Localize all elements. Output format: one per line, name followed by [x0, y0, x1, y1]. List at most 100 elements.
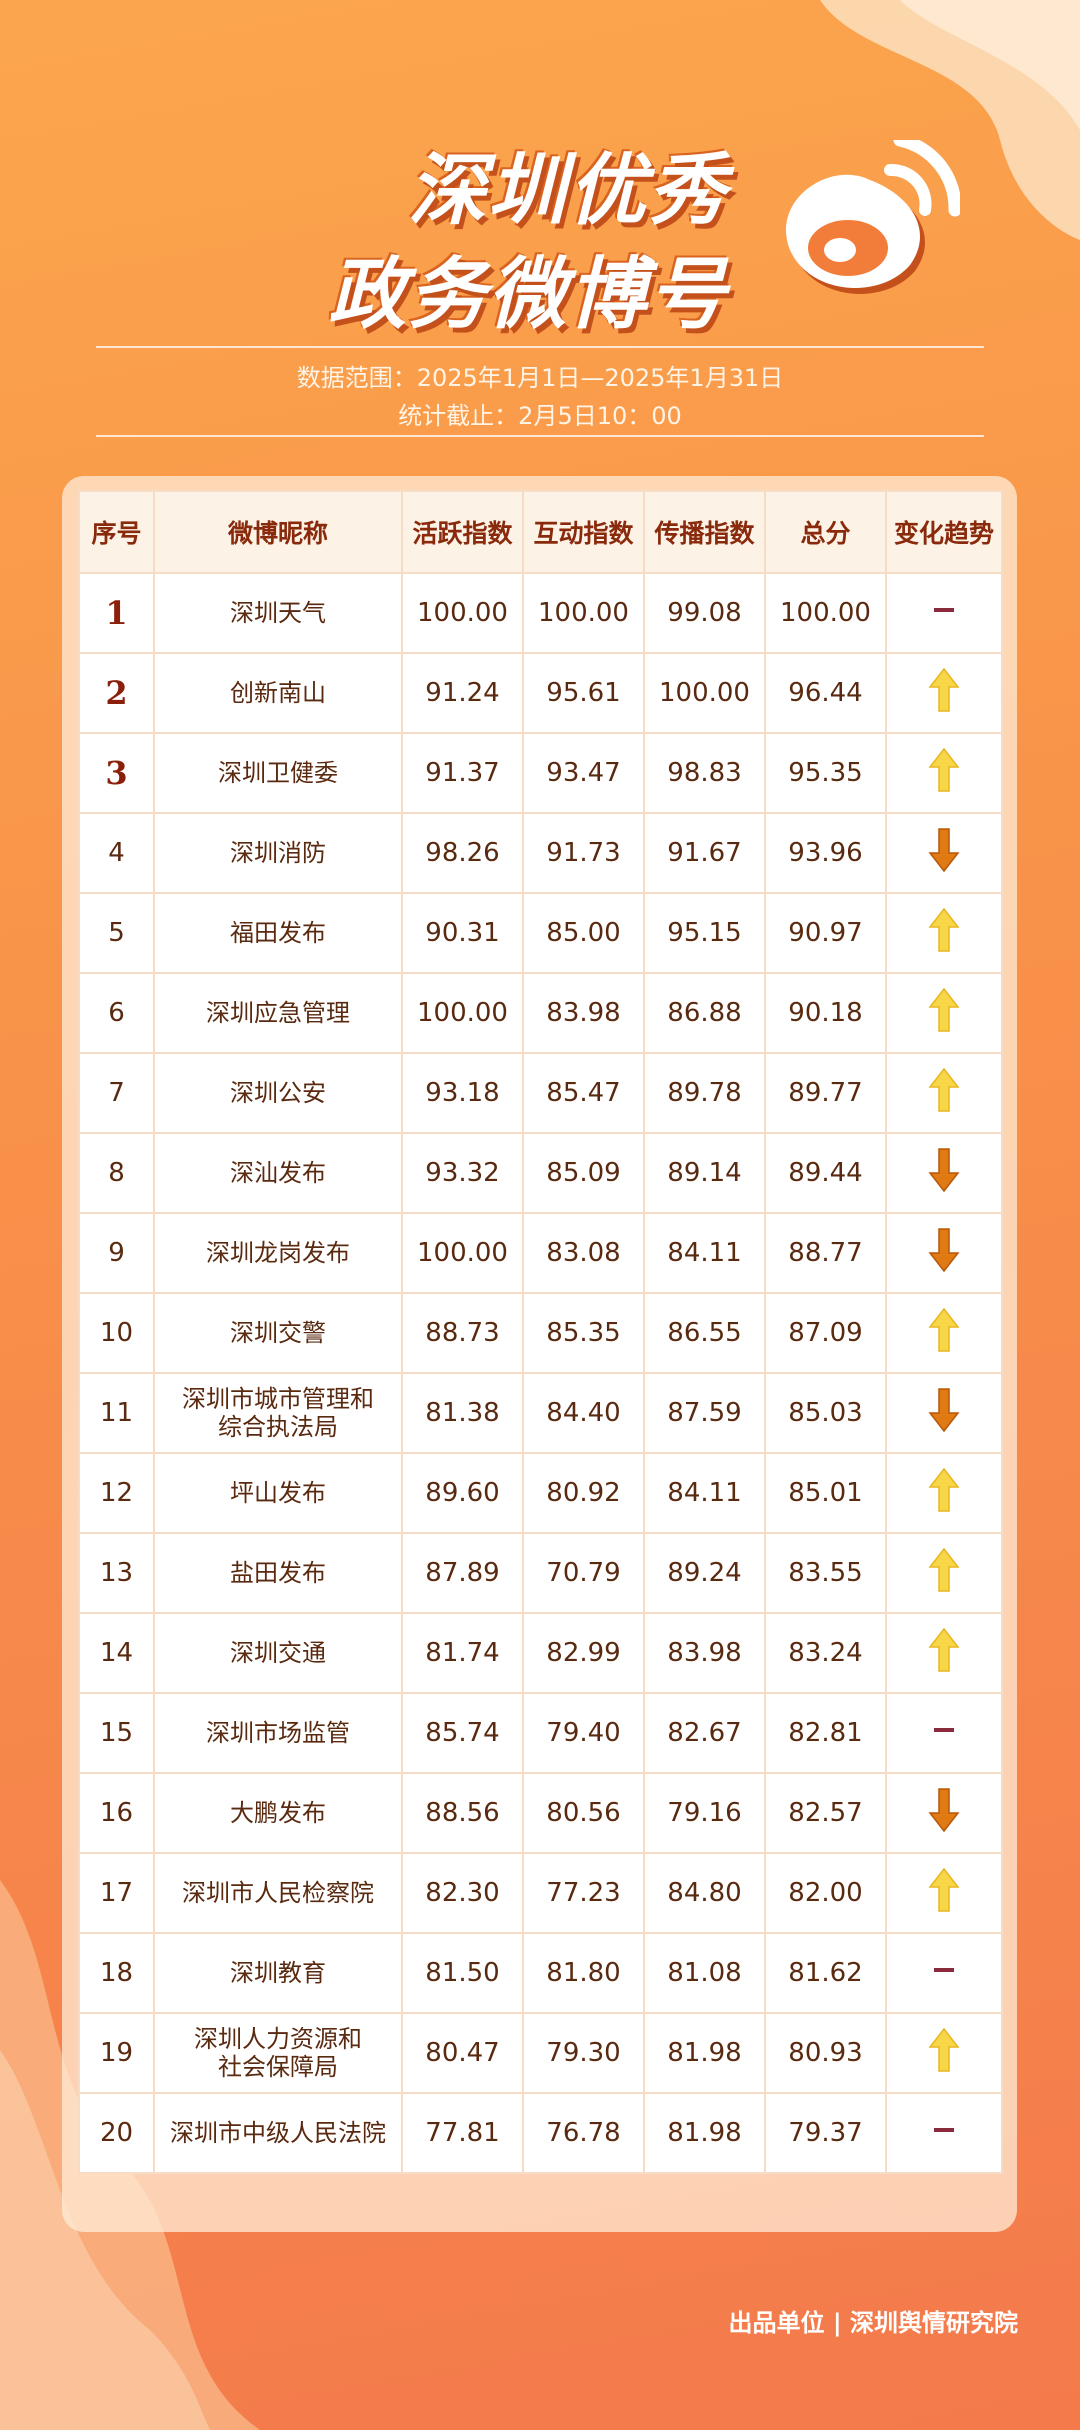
rank: 6 — [78, 972, 155, 1054]
trend-cell — [885, 812, 1003, 894]
account-name: 深圳市场监管 — [153, 1692, 403, 1774]
score: 87.59 — [643, 1372, 766, 1454]
score: 82.30 — [401, 1852, 524, 1934]
score: 79.30 — [522, 2012, 645, 2094]
table-row: 6 深圳应急管理 100.00 83.98 86.88 90.18 — [78, 972, 1003, 1054]
trend-cell — [885, 1372, 1003, 1454]
table-row: 11 深圳市城市管理和 综合执法局 81.38 84.40 87.59 85.03 — [78, 1372, 1003, 1454]
trend-flat — [934, 1727, 954, 1732]
score: 82.57 — [764, 1772, 887, 1854]
rank: 17 — [78, 1852, 155, 1934]
table-row: 9 深圳龙岗发布 100.00 83.08 84.11 88.77 — [78, 1212, 1003, 1294]
score: 98.83 — [643, 732, 766, 814]
column-header: 总分 — [764, 490, 887, 574]
account-name: 深圳卫健委 — [153, 732, 403, 814]
account-name: 深圳交通 — [153, 1612, 403, 1694]
trend-up — [928, 667, 960, 712]
score: 89.14 — [643, 1132, 766, 1214]
score: 87.09 — [764, 1292, 887, 1374]
trend-up — [928, 2027, 960, 2072]
rank: 9 — [78, 1212, 155, 1294]
trend-up — [928, 1627, 960, 1672]
table-row: 19 深圳人力资源和 社会保障局 80.47 79.30 81.98 80.93 — [78, 2012, 1003, 2094]
score: 90.31 — [401, 892, 524, 974]
trend-down — [928, 827, 960, 872]
rank: 12 — [78, 1452, 155, 1534]
table-row: 1 深圳天气 100.00 100.00 99.08 100.00 — [78, 572, 1003, 654]
score: 100.00 — [401, 572, 524, 654]
score: 76.78 — [522, 2092, 645, 2174]
score: 80.47 — [401, 2012, 524, 2094]
score: 70.79 — [522, 1532, 645, 1614]
trend-cell — [885, 1692, 1003, 1774]
score: 90.97 — [764, 892, 887, 974]
trend-flat — [934, 2127, 954, 2132]
table-row: 10 深圳交警 88.73 85.35 86.55 87.09 — [78, 1292, 1003, 1374]
rank: 5 — [78, 892, 155, 974]
score: 85.09 — [522, 1132, 645, 1214]
score: 89.77 — [764, 1052, 887, 1134]
table-row: 13 盐田发布 87.89 70.79 89.24 83.55 — [78, 1532, 1003, 1614]
trend-cell — [885, 972, 1003, 1054]
score: 93.32 — [401, 1132, 524, 1214]
score: 85.00 — [522, 892, 645, 974]
account-name: 深圳教育 — [153, 1932, 403, 2014]
account-name: 盐田发布 — [153, 1532, 403, 1614]
score: 95.15 — [643, 892, 766, 974]
score: 93.18 — [401, 1052, 524, 1134]
table-row: 2 创新南山 91.24 95.61 100.00 96.44 — [78, 652, 1003, 734]
trend-cell — [885, 1932, 1003, 2014]
trend-up — [928, 1307, 960, 1352]
score: 83.08 — [522, 1212, 645, 1294]
score: 88.56 — [401, 1772, 524, 1854]
trend-cell — [885, 572, 1003, 654]
account-name: 深圳市中级人民法院 — [153, 2092, 403, 2174]
column-header: 序号 — [78, 490, 155, 574]
trend-cell — [885, 1532, 1003, 1614]
score: 81.98 — [643, 2012, 766, 2094]
trend-down — [928, 1387, 960, 1432]
score: 99.08 — [643, 572, 766, 654]
score: 98.26 — [401, 812, 524, 894]
trend-up — [928, 747, 960, 792]
divider — [96, 346, 984, 348]
score: 79.16 — [643, 1772, 766, 1854]
score: 82.67 — [643, 1692, 766, 1774]
score: 89.24 — [643, 1532, 766, 1614]
score: 93.47 — [522, 732, 645, 814]
header-row: 序号 微博昵称 活跃指数 互动指数 传播指数 总分 变化趋势 — [78, 490, 1003, 574]
score: 95.61 — [522, 652, 645, 734]
account-name: 深圳人力资源和 社会保障局 — [153, 2012, 403, 2094]
column-header: 互动指数 — [522, 490, 645, 574]
score: 77.23 — [522, 1852, 645, 1934]
score: 81.62 — [764, 1932, 887, 2014]
score: 83.24 — [764, 1612, 887, 1694]
trend-cell — [885, 1212, 1003, 1294]
score: 100.00 — [764, 572, 887, 654]
rank: 18 — [78, 1932, 155, 2014]
score: 87.89 — [401, 1532, 524, 1614]
table-row: 12 坪山发布 89.60 80.92 84.11 85.01 — [78, 1452, 1003, 1534]
account-name: 深圳市人民检察院 — [153, 1852, 403, 1934]
score: 81.98 — [643, 2092, 766, 2174]
rank: 4 — [78, 812, 155, 894]
score: 89.60 — [401, 1452, 524, 1534]
trend-down — [928, 1227, 960, 1272]
score: 81.38 — [401, 1372, 524, 1454]
trend-cell — [885, 1612, 1003, 1694]
score: 85.35 — [522, 1292, 645, 1374]
account-name: 深圳天气 — [153, 572, 403, 654]
trend-up — [928, 1067, 960, 1112]
trend-flat — [934, 607, 954, 612]
score: 88.77 — [764, 1212, 887, 1294]
account-name: 深圳应急管理 — [153, 972, 403, 1054]
score: 79.40 — [522, 1692, 645, 1774]
account-name: 创新南山 — [153, 652, 403, 734]
score: 93.96 — [764, 812, 887, 894]
rank: 15 — [78, 1692, 155, 1774]
score: 84.80 — [643, 1852, 766, 1934]
footer: 出品单位 | 深圳舆情研究院 — [728, 2309, 1018, 2337]
rank: 13 — [78, 1532, 155, 1614]
table-row: 14 深圳交通 81.74 82.99 83.98 83.24 — [78, 1612, 1003, 1694]
